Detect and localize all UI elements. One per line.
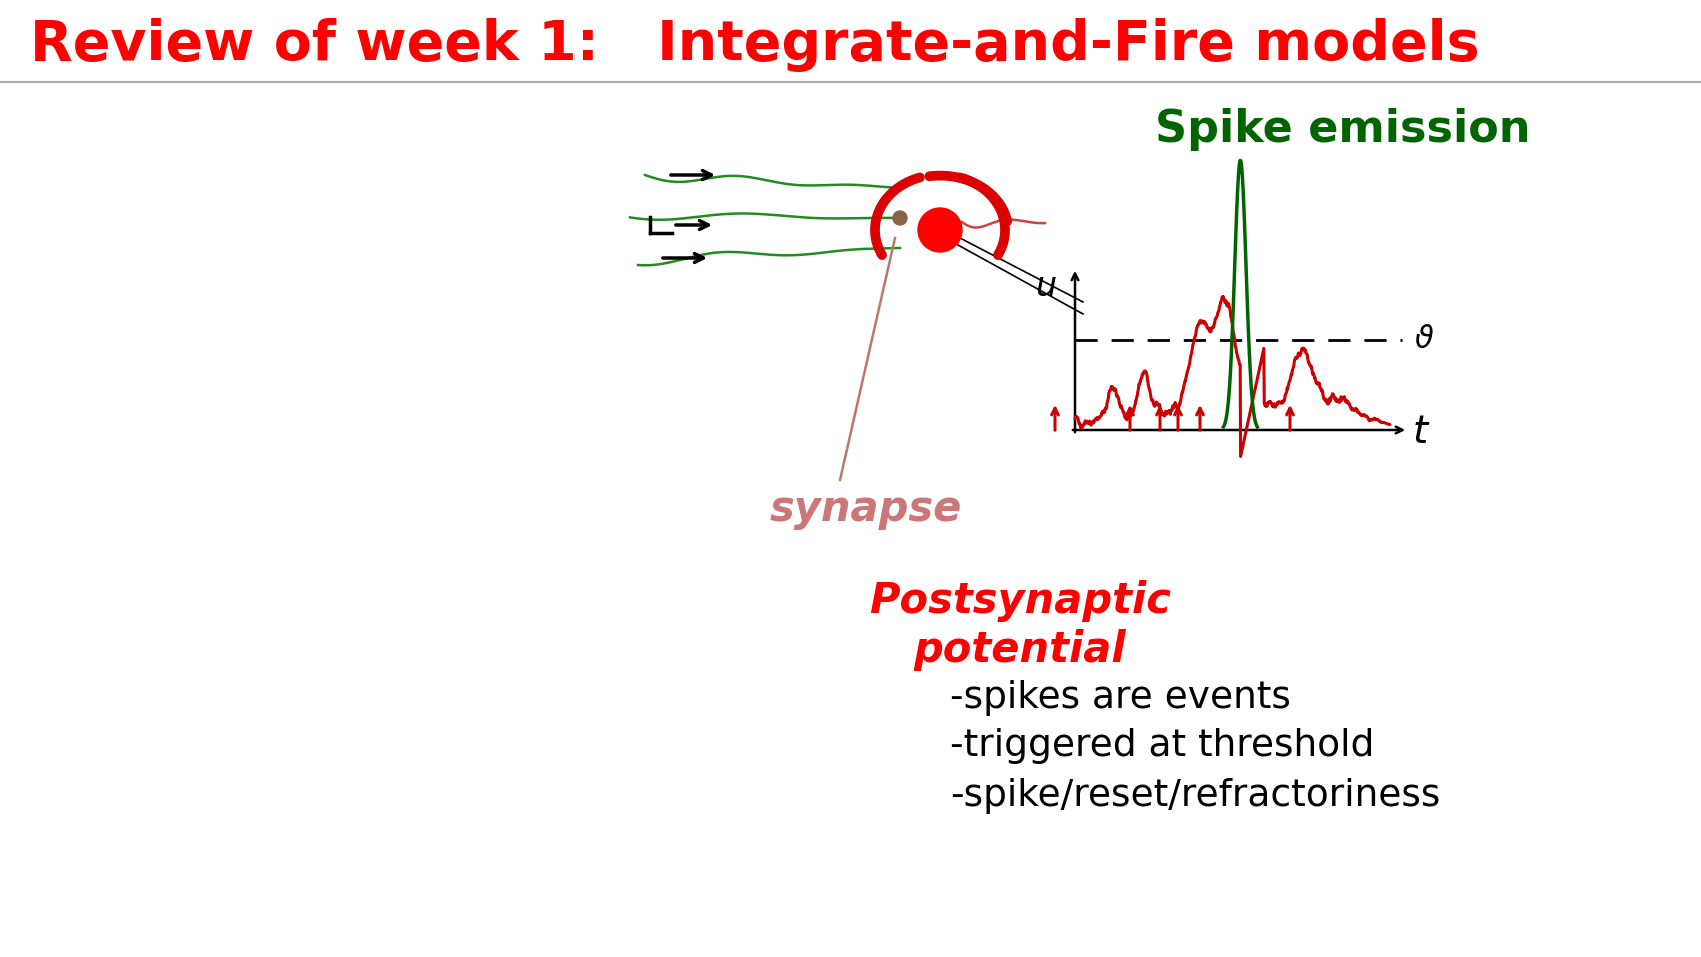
Text: Postsynaptic
potential: Postsynaptic potential	[869, 580, 1170, 671]
Text: $u$: $u$	[1036, 270, 1056, 303]
Text: synapse: synapse	[771, 488, 963, 530]
Text: -spike/reset/refractoriness: -spike/reset/refractoriness	[949, 778, 1441, 814]
Text: Spike emission: Spike emission	[1155, 108, 1531, 151]
Text: Review of week 1:   Integrate-and-Fire models: Review of week 1: Integrate-and-Fire mod…	[31, 18, 1480, 72]
Text: $t$: $t$	[1412, 413, 1431, 451]
Text: $\vartheta$: $\vartheta$	[1414, 325, 1434, 354]
Circle shape	[893, 211, 907, 225]
Text: -triggered at threshold: -triggered at threshold	[949, 728, 1374, 764]
Circle shape	[919, 208, 963, 252]
Text: -spikes are events: -spikes are events	[949, 680, 1291, 716]
